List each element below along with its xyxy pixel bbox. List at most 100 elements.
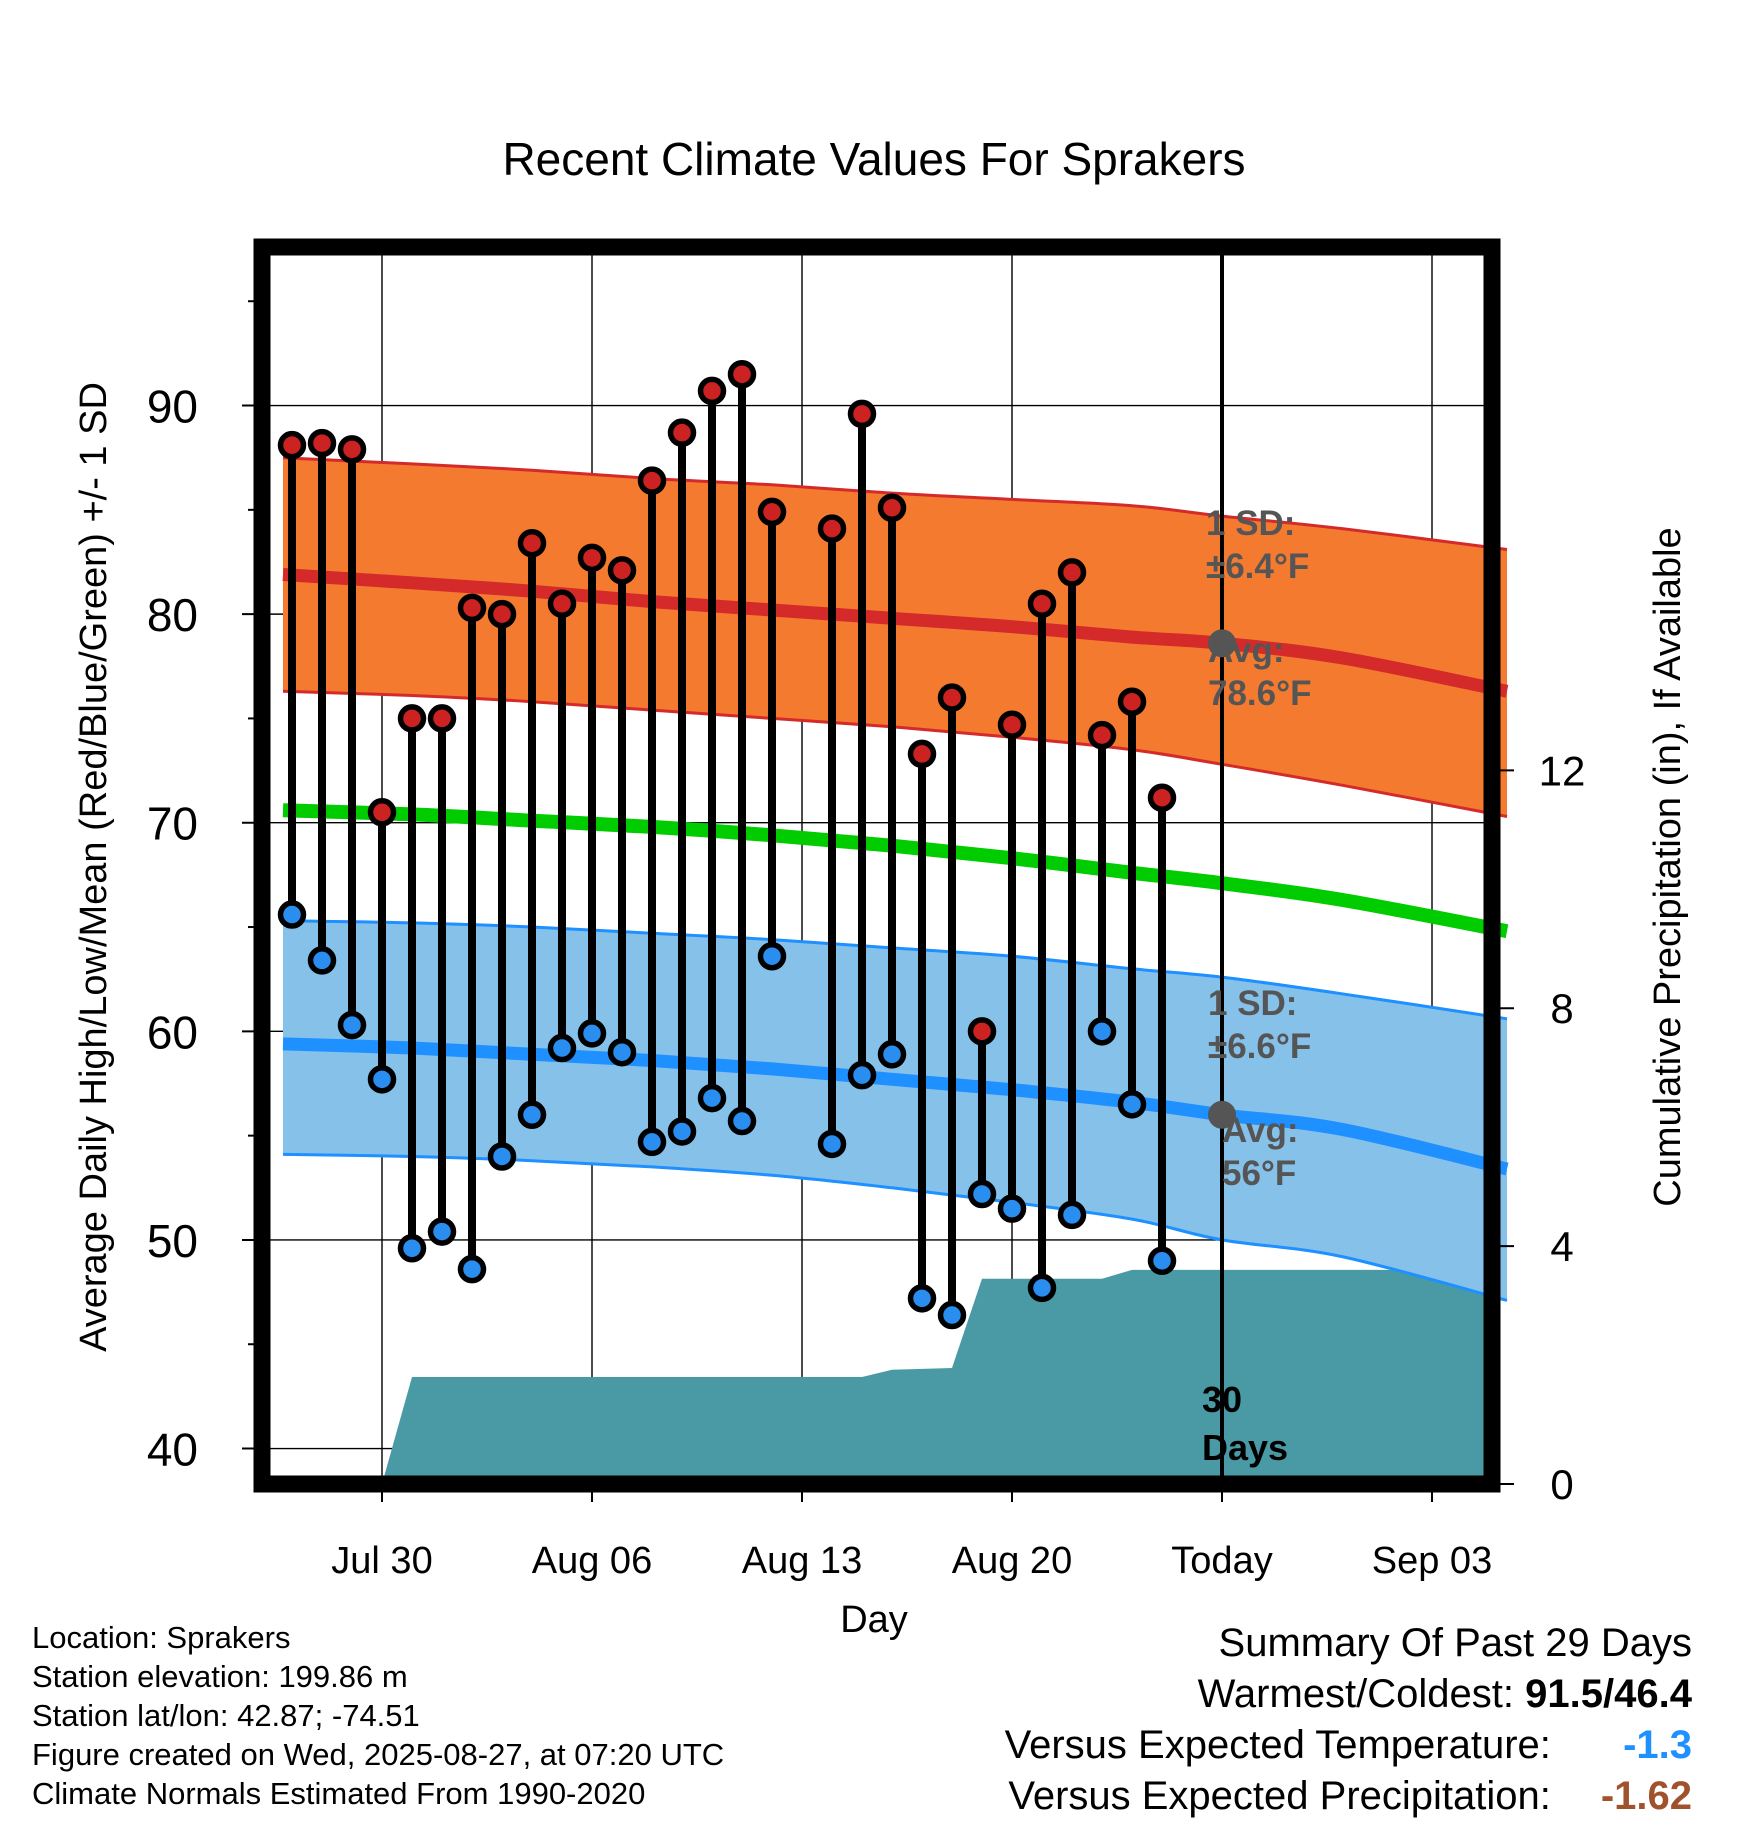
observation-marks [277,359,1177,1330]
obs-high-point [907,739,937,769]
warmest-label: Warmest/Coldest: [1197,1672,1515,1716]
x-tick-label: Sep 03 [1372,1540,1492,1582]
obs-low-point [697,1083,727,1113]
temp-label: Versus Expected Temperature: [1004,1723,1551,1767]
obs-high-point [1147,783,1177,812]
y2-tick-label: 12 [1539,747,1586,794]
today-high-avg-marker [1208,629,1236,658]
high-avg-value: 78.6°F [1208,674,1312,713]
obs-low-point [1147,1246,1177,1276]
obs-high-point [517,528,547,558]
x-tick-label: Jul 30 [331,1540,432,1582]
obs-low-point [997,1194,1027,1223]
precip-value: -1.62 [1600,1774,1692,1818]
obs-high-point [577,543,607,573]
summary-precip-row: Versus Expected Precipitation: -1.62 [792,1771,1692,1822]
obs-high-point [337,435,367,464]
x-tick-label: Today [1171,1540,1272,1582]
y-tick-label: 90 [147,381,198,433]
obs-high-point [1057,558,1087,587]
low-sd-value: ±6.6°F [1208,1027,1311,1066]
obs-low-point [277,900,307,929]
warmest-coldest-value: 91.5/46.4 [1525,1669,1692,1720]
high-sd-label: 1 SD: [1206,504,1295,543]
obs-high-point [277,430,307,460]
y-tick-label: 50 [147,1215,198,1267]
obs-high-point [1117,687,1147,716]
obs-low-point [487,1142,517,1171]
today-low-avg-marker [1208,1100,1236,1129]
location-text: Location: Sprakers [32,1620,291,1655]
precip-label: Versus Expected Precipitation: [1008,1774,1551,1818]
obs-high-point [547,589,577,618]
y2-tick-label: 0 [1550,1461,1573,1508]
obs-low-point [847,1060,877,1090]
normal-low-line [282,1037,1509,1176]
obs-high-point [697,376,727,406]
obs-high-point [817,514,847,543]
y-tick-label: 60 [147,1006,198,1058]
obs-high-point [877,493,907,523]
obs-low-point [967,1179,997,1209]
y-tick-label: 40 [147,1424,198,1476]
high-sd-value: ±6.4°F [1206,547,1309,586]
obs-low-point [517,1100,547,1130]
obs-low-point [667,1117,697,1146]
obs-high-point [757,497,787,527]
low-sd-label: 1 SD: [1208,984,1297,1023]
obs-high-point [967,1017,997,1046]
obs-high-point [457,593,487,623]
obs-low-point [727,1106,757,1136]
x-tick-label: Aug 20 [952,1540,1072,1582]
obs-low-point [1027,1273,1057,1303]
obs-low-point [547,1033,577,1063]
summary-warmest-row: Warmest/Coldest: 91.5/46.4 [792,1669,1692,1720]
obs-low-point [757,941,787,971]
obs-high-point [847,399,877,429]
obs-low-point [457,1254,487,1284]
high-avg-label: Avg: [1208,631,1284,670]
obs-low-point [607,1037,637,1067]
low-avg-label: Avg: [1222,1111,1298,1150]
y2-axis-label: Cumulative Precipitation (in), If Availa… [1647,527,1689,1206]
y2-tick-label: 4 [1550,1223,1573,1270]
obs-high-point [997,710,1027,739]
obs-high-point [667,418,697,447]
obs-low-point [367,1065,397,1094]
y-tick-label: 80 [147,589,198,641]
obs-low-point [427,1217,457,1246]
summary-temp-row: Versus Expected Temperature: -1.3 [792,1720,1692,1771]
obs-low-point [637,1127,667,1157]
obs-low-point [937,1300,967,1330]
obs-low-point [337,1010,367,1040]
obs-high-point [1087,720,1117,750]
obs-high-point [637,466,667,495]
obs-low-point [817,1129,847,1159]
low-avg-value: 56°F [1222,1154,1296,1193]
obs-high-point [307,428,337,458]
normals-text: Climate Normals Estimated From 1990-2020 [32,1776,646,1811]
obs-high-point [607,556,637,585]
obs-high-point [1027,589,1057,618]
chart-title: Recent Climate Values For Sprakers [502,133,1245,185]
summary-title: Summary Of Past 29 Days [1218,1621,1692,1665]
x-tick-label: Aug 06 [532,1540,652,1582]
obs-high-point [367,798,397,827]
annotations: 1 SD: ±6.4°F Avg: 78.6°F 1 SD: ±6.6°F Av… [1202,504,1312,1468]
elevation-text: Station elevation: 199.86 m [32,1659,408,1694]
latlon-text: Station lat/lon: 42.87; -74.51 [32,1698,420,1733]
today-line [1208,247,1236,1484]
y-axis-label: Average Daily High/Low/Mean (Red/Blue/Gr… [73,382,115,1352]
obs-low-point [907,1284,937,1313]
precipitation-area [292,1269,1492,1484]
obs-low-point [307,946,337,975]
obs-low-point [1087,1017,1117,1046]
obs-high-point [487,599,517,629]
plot-frame [253,238,1501,1493]
created-text: Figure created on Wed, 2025-08-27, at 07… [32,1737,725,1772]
obs-high-point [427,704,457,733]
axes: 40 50 60 70 80 90 0 4 8 12 Jul 30 Aug 06 Aug 13 Aug 2… [147,300,1586,1582]
warmest-value: 91.5 [1525,1672,1604,1716]
obs-high-point [937,683,967,712]
obs-low-point [1057,1200,1087,1230]
